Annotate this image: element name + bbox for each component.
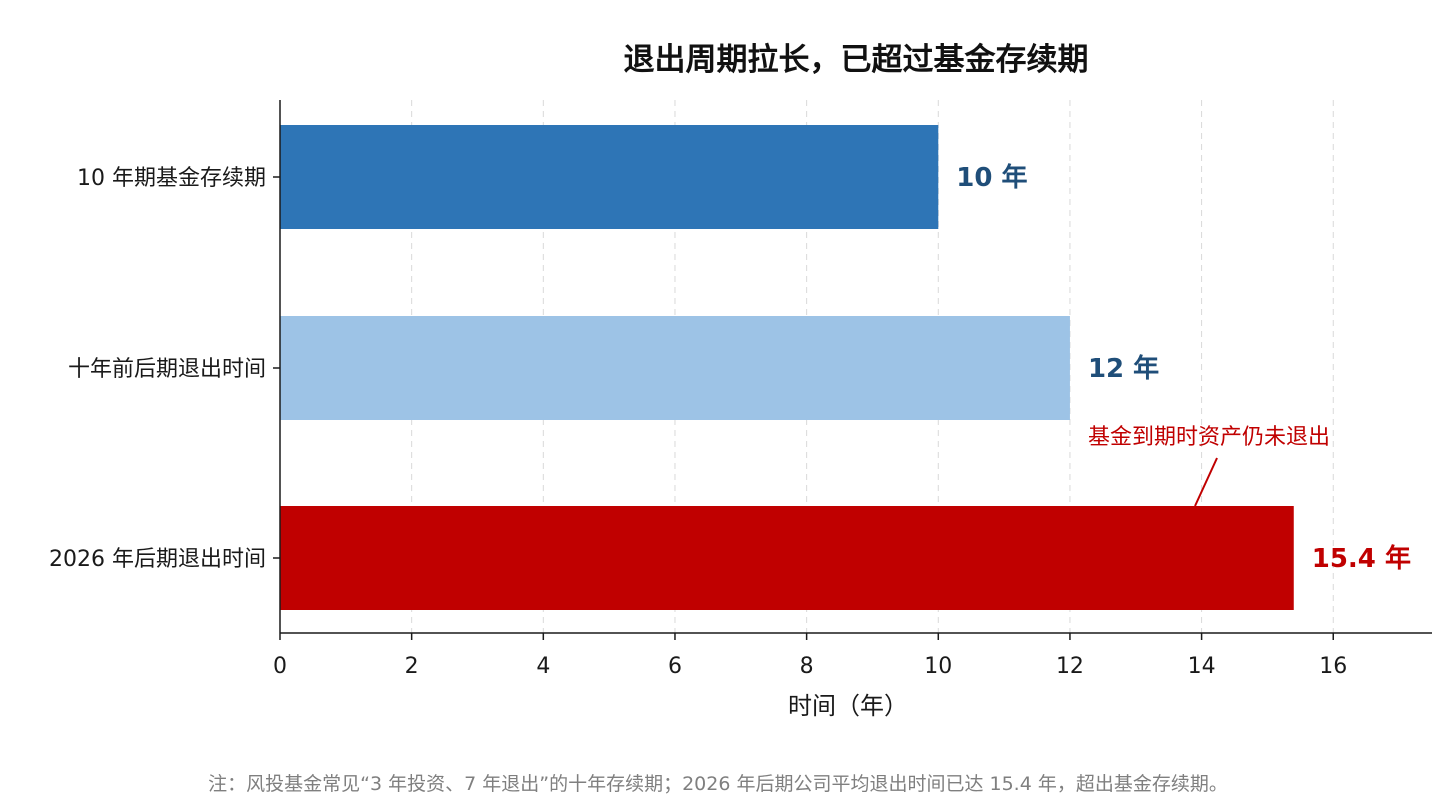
bar	[280, 506, 1294, 610]
x-tick-label: 8	[800, 654, 814, 679]
bar-value-label: 10 年	[956, 162, 1027, 193]
x-tick-label: 6	[668, 654, 682, 679]
annotation-text: 基金到期时资产仍未退出	[1088, 425, 1330, 450]
annotation-arrow	[1194, 457, 1218, 507]
bar-value-label: 15.4 年	[1312, 543, 1411, 574]
bar-value-label: 12 年	[1088, 353, 1159, 384]
footnote: 注：风投基金常见“3 年投资、7 年退出”的十年存续期；2026 年后期公司平均…	[208, 773, 1228, 795]
x-tick-label: 4	[536, 654, 550, 679]
category-label: 十年前后期退出时间	[68, 357, 266, 382]
x-tick-label: 10	[924, 654, 952, 679]
x-tick-label: 16	[1319, 654, 1347, 679]
bar	[280, 125, 939, 229]
x-tick-label: 12	[1056, 654, 1084, 679]
axes: 0 2 4 6 8 10 12 14 16	[273, 100, 1432, 679]
labels: 10 年 10 年期基金存续期 12 年 十年前后期退出时间 15.4 年 2026 年后…	[49, 162, 1411, 574]
x-tick-label: 14	[1188, 654, 1216, 679]
bar	[280, 316, 1070, 420]
chart-title: 退出周期拉长，已超过基金存续期	[624, 42, 1089, 78]
x-tick-label: 0	[273, 654, 287, 679]
x-axis-title: 时间（年）	[788, 692, 908, 720]
category-label: 10 年期基金存续期	[77, 166, 266, 191]
x-tick-label: 2	[405, 654, 419, 679]
bars	[280, 125, 1294, 610]
category-label: 2026 年后期退出时间	[49, 547, 266, 572]
